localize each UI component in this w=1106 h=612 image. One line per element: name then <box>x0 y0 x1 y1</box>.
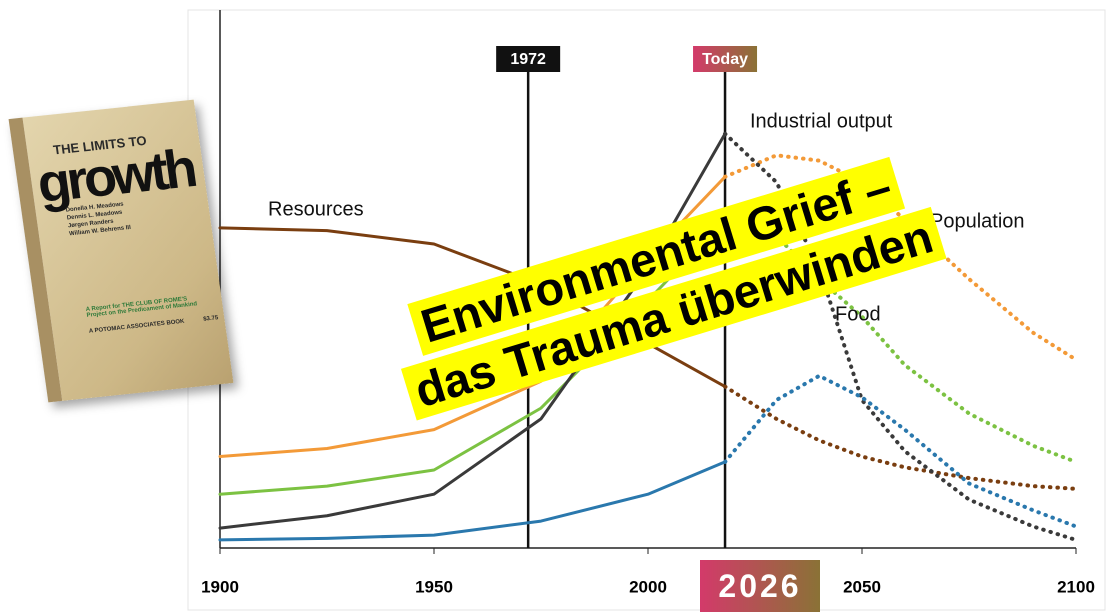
series-label: Resources <box>268 198 364 220</box>
book-publisher: A POTOMAC ASSOCIATES BOOK <box>89 319 185 335</box>
book-publisher-row: A POTOMAC ASSOCIATES BOOK $3.75 <box>89 315 219 335</box>
year-badge: 2026 <box>700 560 820 612</box>
book-title: growth <box>34 143 200 209</box>
series-label: Food <box>835 303 881 325</box>
marker-label: Today <box>702 51 748 68</box>
page: 1900 1950 2000 2050 2100 1972 Today Resources Po… <box>0 0 1106 612</box>
series-label: Industrial output <box>750 110 893 132</box>
x-tick-label: 2000 <box>629 577 667 596</box>
book-price: $3.75 <box>203 315 219 323</box>
x-tick-label: 1950 <box>415 577 453 596</box>
x-tick-label: 2100 <box>1057 577 1095 596</box>
x-tick-label: 1900 <box>201 577 239 596</box>
marker-label: 1972 <box>510 51 546 68</box>
book-report: A Report for THE CLUB OF ROME'S Project … <box>85 294 206 318</box>
series-label: Population <box>930 210 1025 232</box>
x-tick-label: 2050 <box>843 577 881 596</box>
